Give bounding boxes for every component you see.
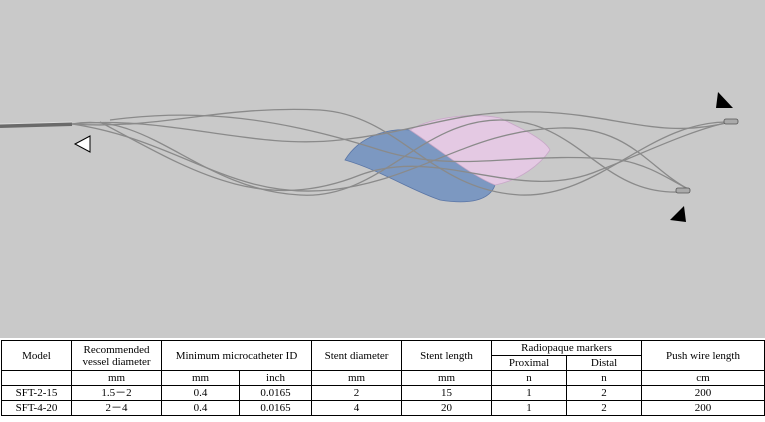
header-cell: Distal: [566, 355, 643, 371]
data-cell: 2: [566, 400, 643, 416]
header-cell: Stent length: [401, 340, 493, 371]
data-cell: 20: [401, 400, 493, 416]
header-cell: Minimum microcatheter ID: [160, 340, 313, 371]
unit-cell: mm: [71, 370, 162, 386]
header-cell: Proximal: [491, 355, 568, 371]
units-row: mm mm inch mm mm n n cm: [1, 370, 765, 386]
data-cell: 4: [311, 400, 403, 416]
data-cell: SFT-4-20: [1, 400, 72, 416]
data-cell: 200: [641, 385, 765, 401]
header-cell: Stent diameter: [311, 340, 403, 371]
header-cell: Model: [1, 340, 72, 371]
specs-table: Model Recommended vessel diameter Minimu…: [1, 340, 765, 416]
unit-cell: mm: [311, 370, 403, 386]
data-cell: 0.4: [161, 385, 240, 401]
data-cell: 1: [491, 385, 568, 401]
header-cell: Radiopaque markers: [491, 340, 643, 356]
empty-cell: [1, 370, 72, 386]
unit-cell: n: [491, 370, 568, 386]
unit-cell: inch: [238, 370, 313, 386]
unit-cell: n: [566, 370, 643, 386]
data-cell: 1: [491, 400, 568, 416]
data-cell: 0.0165: [238, 385, 313, 401]
header-cell: Recommended vessel diameter: [71, 340, 162, 371]
data-cell: 15: [401, 385, 493, 401]
data-cell: 2: [566, 385, 643, 401]
data-cell: SFT-2-15: [1, 385, 72, 401]
unit-cell: cm: [641, 370, 765, 386]
data-row: SFT-4-20 2－4 0.4 0.0165 4 20 1 2 200: [1, 400, 765, 416]
data-cell: 2: [311, 385, 403, 401]
stent-photo: [0, 0, 765, 338]
data-cell: 2－4: [71, 400, 162, 416]
header-cell: Push wire length: [641, 340, 765, 371]
data-cell: 200: [641, 400, 765, 416]
unit-cell: mm: [401, 370, 493, 386]
data-row: SFT-2-15 1.5－2 0.4 0.0165 2 15 1 2 200: [1, 385, 765, 401]
data-cell: 0.0165: [238, 400, 313, 416]
data-cell: 1.5－2: [71, 385, 162, 401]
data-cell: 0.4: [161, 400, 240, 416]
unit-cell: mm: [161, 370, 240, 386]
